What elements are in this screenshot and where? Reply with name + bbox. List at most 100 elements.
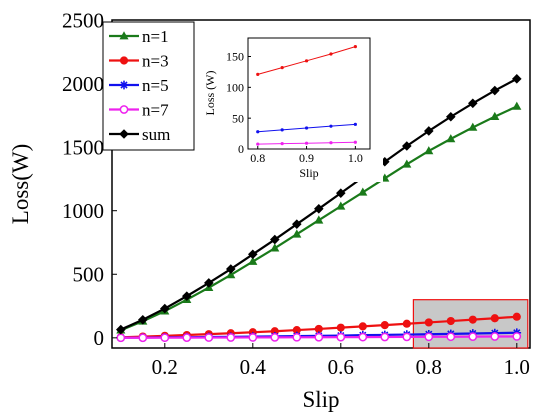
data-point-n-3 [336, 323, 345, 332]
legend-items: n=1 n=3 n=5 n=7 sum [109, 27, 170, 144]
legend-label: sum [142, 125, 170, 144]
data-point-n-1 [424, 146, 434, 155]
data-point-n-3 [424, 318, 433, 327]
data-point-n-7 [204, 333, 214, 342]
data-point-n-1 [292, 229, 302, 238]
data-point-n-1 [314, 215, 324, 224]
y-axis-title: Loss(W) [8, 144, 33, 224]
data-point-n-1 [512, 101, 522, 110]
data-point-sum [468, 98, 478, 109]
data-point-n-7 [248, 333, 258, 342]
main-plot-frame [111, 19, 531, 349]
data-point-n-1 [358, 187, 368, 196]
y-tick-label: 2000 [62, 72, 104, 96]
data-point-n-7 [424, 332, 434, 342]
data-point-n-5 [329, 124, 333, 128]
y-tick-label: 0 [238, 142, 244, 156]
data-point-n-1 [402, 159, 412, 168]
data-point-n-3 [446, 316, 455, 326]
data-point-sum [402, 141, 412, 151]
data-point-n-3 [329, 52, 333, 56]
data-point-sum [248, 249, 258, 260]
x-tick-label: 1.0 [348, 151, 363, 165]
data-point-n-5 [280, 128, 284, 132]
inset-x-ticks: 0.8 0.9 1.0 [250, 146, 363, 165]
x-axis-title: Slip [302, 387, 339, 412]
inset-plot: 0.8 0.9 1.0 0 50 100 150 Slip Loss (W) [196, 22, 383, 182]
series-n-7 [256, 140, 357, 146]
data-point-n-7 [314, 332, 324, 342]
y-tick-label: 1000 [62, 199, 104, 223]
main-y-ticks: 0 500 1000 1500 2000 2500 [62, 8, 117, 350]
data-point-n-7 [270, 333, 280, 342]
data-point-n-7 [336, 332, 346, 342]
data-point-sum [314, 203, 324, 214]
legend-entry-n-3: n=3 [109, 52, 169, 71]
inset-y-axis-title: Loss (W) [203, 71, 217, 116]
data-point-n-3 [402, 319, 411, 328]
y-tick-label: 2500 [62, 8, 104, 32]
legend-label: n=1 [142, 27, 169, 46]
series-n-7 [116, 332, 522, 343]
data-point-n-3 [358, 322, 367, 331]
data-point-n-1 [468, 122, 478, 131]
data-point-sum [138, 314, 148, 325]
data-point-sum [116, 324, 126, 335]
data-point-n-3 [280, 66, 284, 70]
inset-plot-frame [247, 37, 371, 150]
data-point-n-7 [402, 332, 412, 342]
data-point-n-7 [292, 332, 302, 342]
series-sum [116, 74, 522, 335]
data-point-sum [512, 74, 522, 84]
y-tick-label: 50 [232, 111, 244, 125]
y-tick-label: 0 [94, 326, 105, 350]
data-point-n-7 [280, 142, 284, 146]
x-tick-label: 0.9 [299, 151, 314, 165]
data-point-n-5 [256, 130, 260, 134]
legend-swatch-marker [119, 105, 129, 114]
data-point-sum [226, 264, 236, 274]
data-point-n-7 [380, 332, 390, 342]
inset-series-group [256, 45, 357, 146]
data-point-n-3 [314, 324, 323, 334]
legend-entry-n-1: n=1 [109, 27, 169, 46]
data-point-sum [182, 291, 192, 301]
data-point-n-7 [116, 333, 126, 343]
data-point-n-7 [226, 333, 236, 342]
data-point-n-1 [226, 270, 236, 279]
data-point-sum [270, 234, 280, 245]
data-point-n-3 [380, 321, 389, 330]
main-series-group [116, 74, 522, 343]
series-n-3 [256, 45, 357, 76]
data-point-n-7 [256, 142, 260, 146]
data-point-sum [446, 111, 456, 122]
inset-background [196, 22, 383, 182]
x-tick-label: 0.2 [152, 355, 178, 379]
legend-label: n=5 [142, 76, 169, 95]
y-tick-label: 1500 [62, 135, 104, 159]
inset-y-ticks: 0 50 100 150 [226, 50, 251, 156]
inset-x-axis-title: Slip [299, 166, 318, 180]
y-tick-label: 500 [73, 263, 105, 287]
legend: n=1 n=3 n=5 n=7 sum [102, 21, 195, 151]
data-point-n-3 [512, 312, 521, 321]
data-point-n-1 [270, 243, 280, 252]
data-point-sum [380, 156, 390, 167]
data-point-sum [336, 188, 346, 198]
legend-entry-n-7: n=7 [109, 101, 169, 120]
data-point-n-1 [490, 111, 500, 120]
data-point-n-7 [490, 332, 500, 341]
data-point-n-7 [138, 333, 148, 343]
data-point-n-7 [358, 332, 368, 342]
x-tick-label: 0.4 [240, 355, 267, 379]
data-point-sum [292, 219, 302, 229]
data-point-n-3 [490, 314, 499, 323]
legend-label: n=7 [142, 101, 169, 120]
data-point-n-7 [446, 332, 456, 342]
data-point-n-3 [468, 315, 477, 324]
data-point-sum [204, 278, 214, 288]
data-point-n-7 [182, 333, 192, 342]
data-point-n-7 [329, 141, 333, 145]
